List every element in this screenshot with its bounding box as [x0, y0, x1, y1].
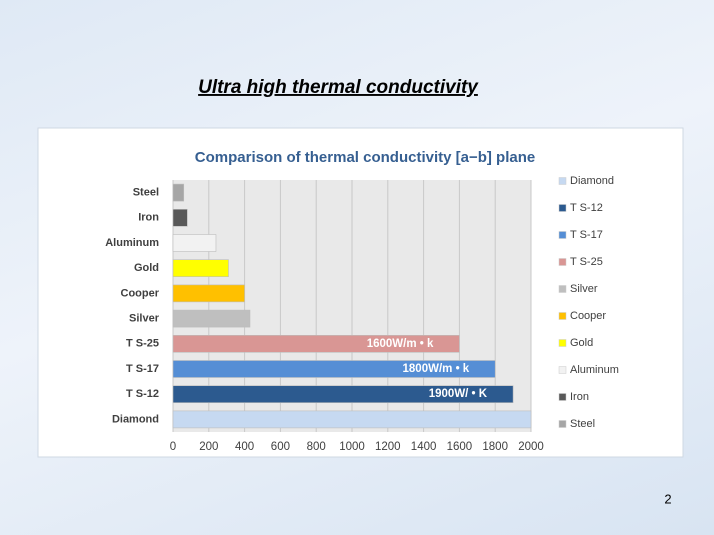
- x-tick-label: 400: [235, 441, 254, 453]
- x-tick-label: 2000: [518, 441, 544, 453]
- bar: [172, 259, 229, 278]
- legend-swatch: [558, 393, 567, 401]
- value-label: 1600W/m • k: [367, 338, 434, 350]
- y-tick-label: Steel: [133, 187, 159, 199]
- x-tick-label: 0: [170, 441, 176, 453]
- legend-swatch: [558, 231, 567, 239]
- x-tick-label: 200: [199, 441, 218, 453]
- page-number: 2: [664, 491, 671, 506]
- x-tick-label: 1600: [447, 441, 473, 453]
- x-tick-label: 1000: [339, 441, 365, 453]
- y-tick-label: T S-17: [126, 363, 159, 375]
- legend-label: Diamond: [570, 175, 614, 187]
- legend-label: T S-17: [570, 229, 603, 241]
- legend-swatch: [558, 339, 567, 347]
- legend-label: Steel: [570, 418, 595, 430]
- x-tick-label: 1800: [482, 441, 508, 453]
- y-tick-label: T S-25: [126, 338, 159, 350]
- legend-label: Cooper: [570, 310, 606, 322]
- legend-swatch: [558, 177, 567, 185]
- legend-swatch: [558, 258, 567, 266]
- value-label: 1800W/m • k: [403, 363, 470, 375]
- y-tick-label: Silver: [129, 313, 160, 325]
- slide-title: Ultra high thermal conductivity: [198, 77, 479, 98]
- legend-label: Silver: [570, 283, 598, 295]
- x-tick-label: 1200: [375, 441, 401, 453]
- legend-label: Aluminum: [570, 364, 619, 376]
- bar: [172, 334, 460, 353]
- x-tick-label: 1400: [411, 441, 437, 453]
- legend-swatch: [558, 420, 567, 428]
- bar: [172, 234, 217, 252]
- legend-swatch: [558, 285, 567, 293]
- y-tick-label: Gold: [134, 262, 159, 274]
- y-tick-label: Diamond: [112, 413, 159, 425]
- legend-swatch: [558, 366, 567, 374]
- y-tick-label: Aluminum: [105, 237, 159, 249]
- bar: [172, 183, 185, 202]
- bar: [172, 284, 245, 303]
- bar: [172, 360, 496, 378]
- x-tick-label: 600: [271, 441, 290, 453]
- legend-swatch: [558, 204, 567, 212]
- legend-swatch: [558, 312, 567, 320]
- bar: [172, 410, 532, 429]
- bar: [172, 385, 514, 404]
- y-tick-label: T S-12: [126, 388, 159, 400]
- legend-label: Gold: [570, 337, 593, 349]
- value-label: 1900W/ • K: [429, 388, 488, 400]
- bar: [172, 309, 251, 328]
- x-tick-label: 800: [307, 441, 326, 453]
- y-tick-label: Cooper: [121, 287, 160, 299]
- legend-label: T S-12: [570, 202, 603, 214]
- legend-label: Iron: [570, 391, 589, 403]
- legend-label: T S-25: [570, 256, 603, 268]
- y-tick-label: Iron: [138, 212, 159, 224]
- chart-title: Comparison of thermal conductivity [a−b]…: [195, 149, 535, 166]
- bar: [172, 209, 188, 227]
